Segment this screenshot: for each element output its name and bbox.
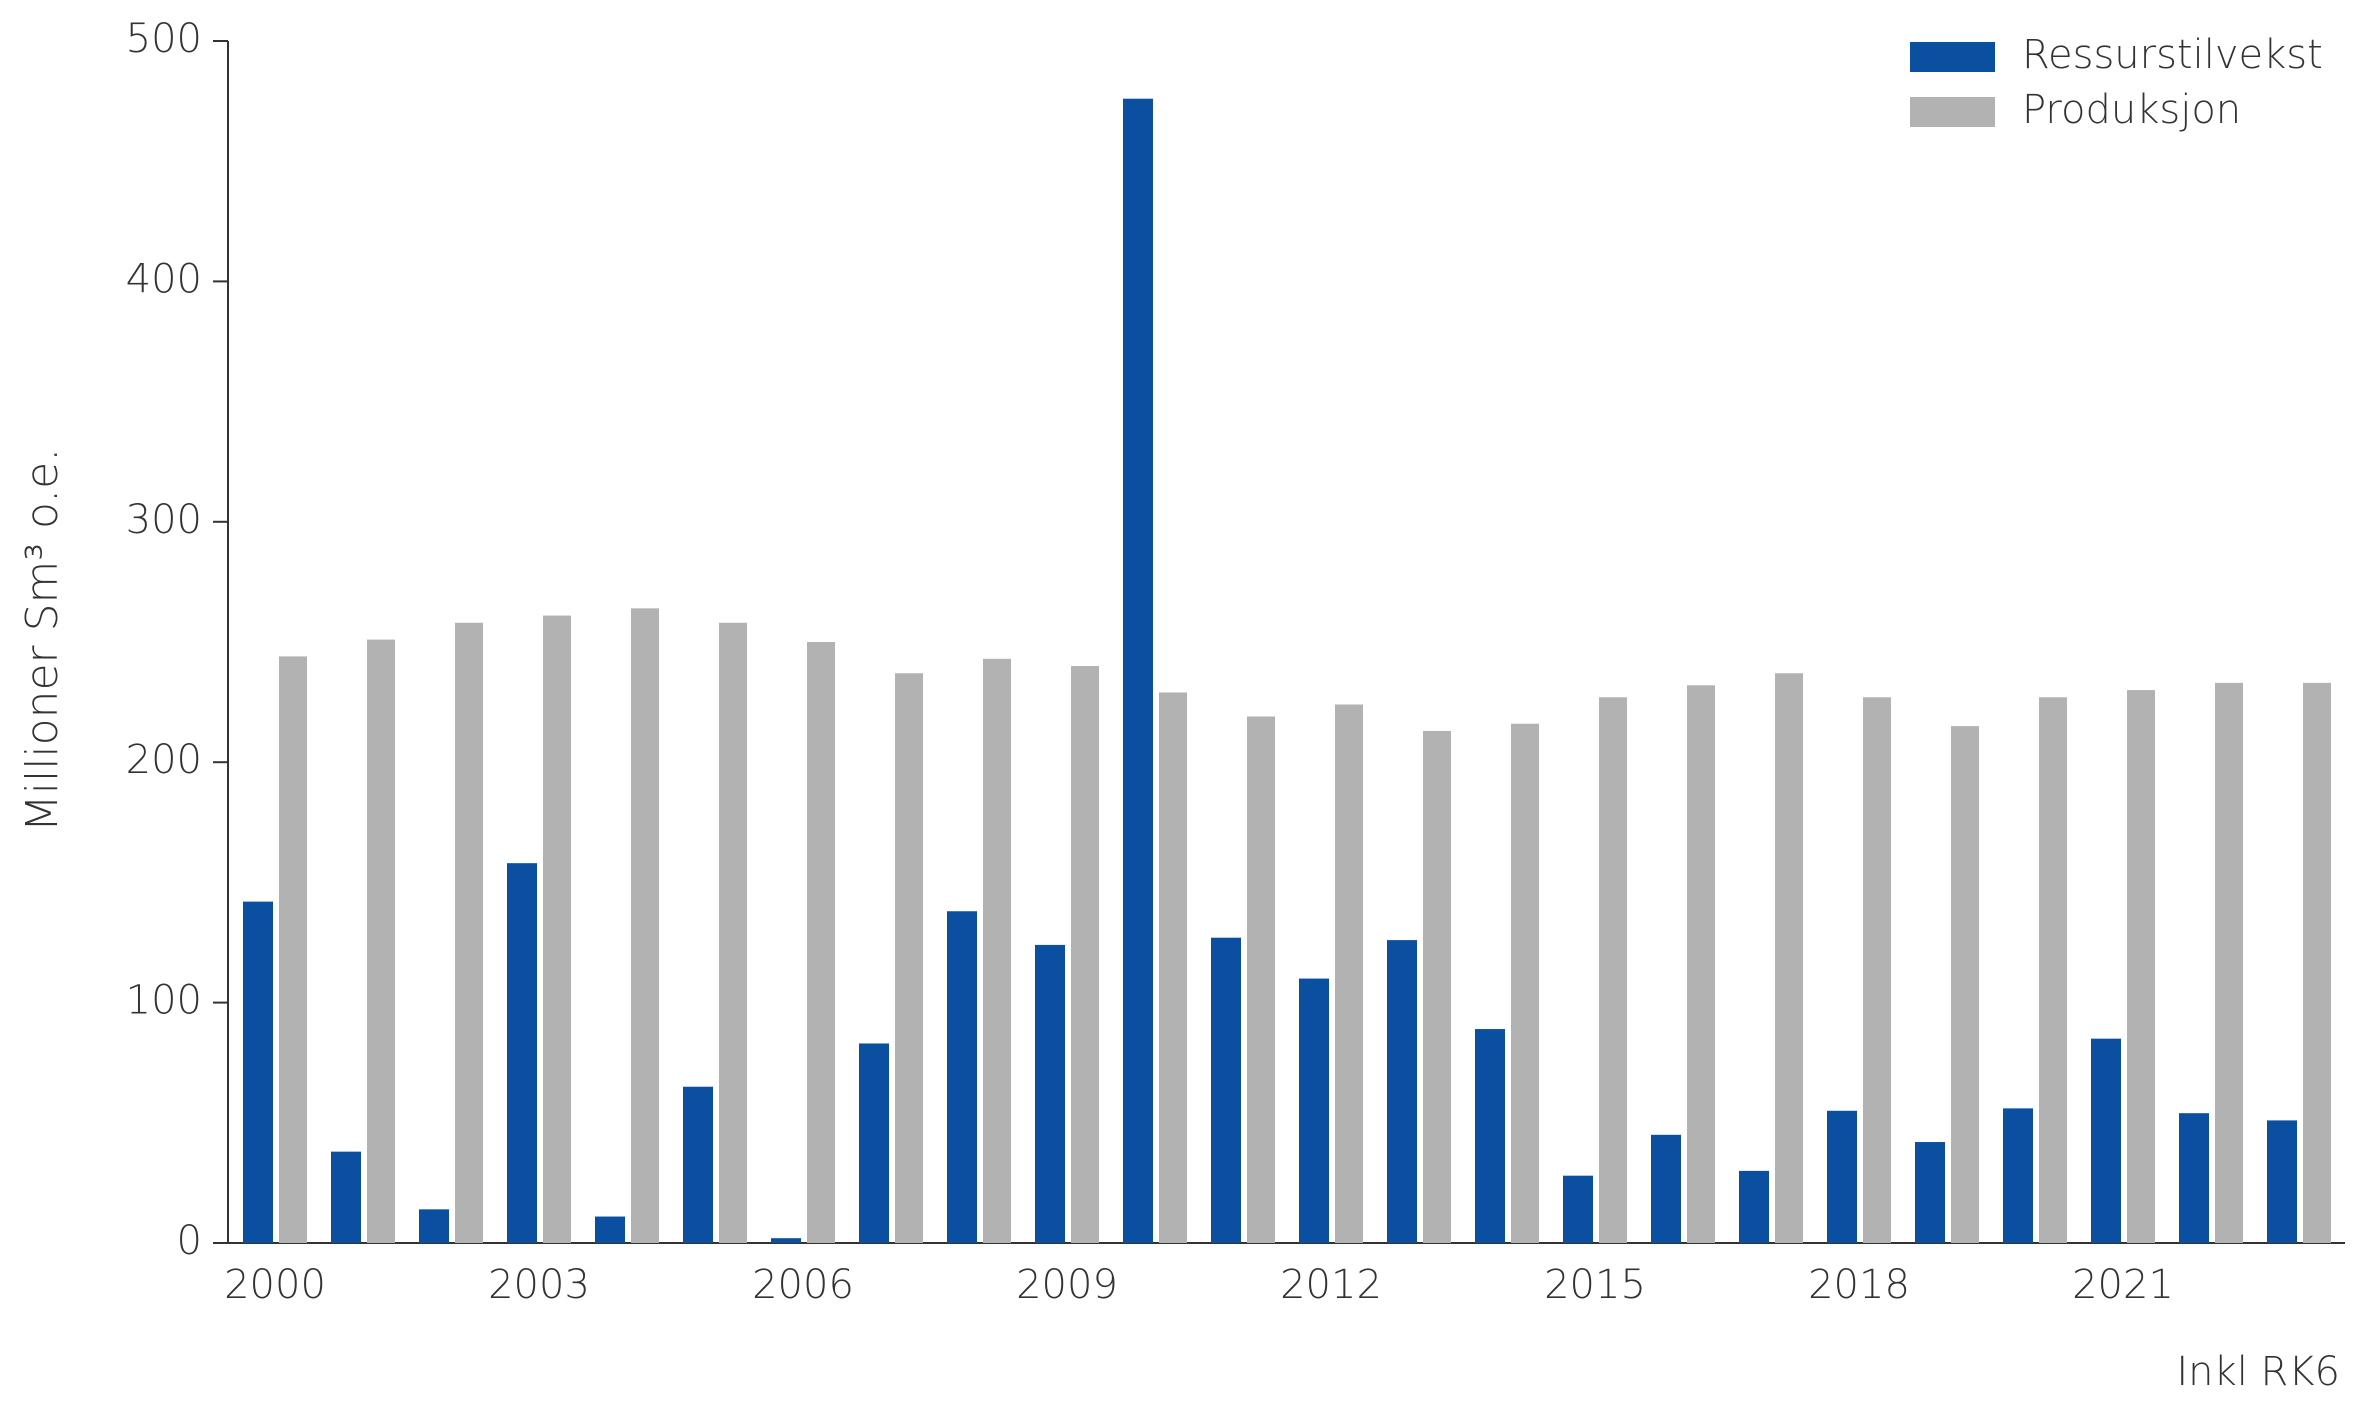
bar [419,1209,449,1243]
bar [2003,1108,2033,1243]
bar [1475,1029,1505,1243]
bar [2179,1113,2209,1243]
bar [683,1086,713,1243]
bar [1563,1175,1593,1243]
bar [279,656,307,1243]
bar [1827,1110,1857,1243]
bar [1651,1134,1681,1243]
x-tick-label: 2015 [1544,1262,1646,1308]
bar [2127,690,2155,1243]
bar [331,1151,361,1243]
bar [507,863,537,1243]
legend-swatch [1910,97,1995,127]
bar [859,1043,889,1243]
x-tick-label: 2018 [1808,1262,1910,1308]
legend-label: Produksjon [2022,87,2241,133]
bar [1775,673,1803,1243]
bar [2215,682,2243,1243]
note: Inkl RK6 [2176,1349,2340,1395]
bar [243,901,273,1243]
bar [2091,1038,2121,1243]
bar [1423,730,1451,1243]
bar [807,642,835,1243]
x-tick-label: 2021 [2072,1262,2174,1308]
legend-swatch [1910,42,1995,72]
y-tick-label: 0 [177,1218,202,1264]
bar [1387,940,1417,1243]
y-tick-label: 100 [126,978,202,1024]
bar [1335,704,1363,1243]
bar [2303,682,2331,1243]
bar [1599,697,1627,1243]
bar [1035,944,1065,1243]
x-tick-label: 2000 [224,1262,326,1308]
bar [1071,666,1099,1243]
bar [947,911,977,1243]
x-tick-label: 2012 [1280,1262,1382,1308]
bar [1247,716,1275,1243]
bar [1299,978,1329,1243]
bar [455,622,483,1243]
bar [895,673,923,1243]
bar [2267,1120,2297,1243]
y-tick-label: 500 [126,16,202,62]
bar [1159,692,1187,1243]
y-axis-label: Millioner Sm³ o.e. [17,448,68,832]
bar [1863,697,1891,1243]
x-tick-label: 2003 [488,1262,590,1308]
bar [595,1216,625,1243]
legend-label: Ressurstilvekst [2022,32,2323,78]
bar [2039,697,2067,1243]
bar [1687,685,1715,1243]
y-tick-label: 300 [126,497,202,543]
bar [1915,1142,1945,1243]
x-tick-label: 2009 [1016,1262,1118,1308]
y-tick-label: 200 [126,737,202,783]
bar [983,658,1011,1243]
bar [631,608,659,1243]
bar [1211,937,1241,1243]
bar [1951,726,1979,1243]
bar [719,622,747,1243]
bar [367,639,395,1243]
bar [543,615,571,1243]
bar [1511,723,1539,1243]
x-tick-label: 2006 [752,1262,854,1308]
bar [1739,1170,1769,1243]
bar [771,1238,801,1243]
y-tick-label: 400 [126,256,202,302]
bar [1123,98,1153,1243]
